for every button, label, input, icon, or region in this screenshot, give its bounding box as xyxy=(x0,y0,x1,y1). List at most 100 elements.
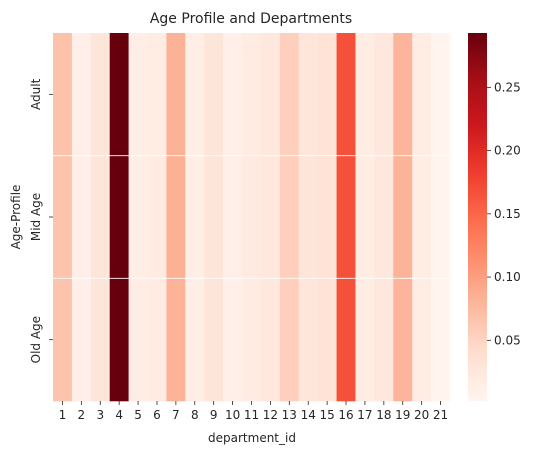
heatmap-cell xyxy=(109,278,129,402)
heatmap-cell xyxy=(431,278,451,402)
heatmap-cell xyxy=(53,155,73,279)
heatmap-cell xyxy=(53,278,73,402)
heatmap-cell xyxy=(53,33,73,156)
heatmap-cell xyxy=(355,33,375,156)
heatmap-cell xyxy=(147,155,167,279)
y-axis-ticks: Adult Mid Age Old Age xyxy=(29,78,53,363)
x-tick-label: 16 xyxy=(338,408,353,422)
x-tick-label: 7 xyxy=(172,408,180,422)
x-tick-label: 10 xyxy=(225,408,240,422)
heatmap-cell xyxy=(412,33,432,156)
x-tick-label: 5 xyxy=(134,408,142,422)
heatmap-cell xyxy=(90,33,111,156)
x-tick-label: 13 xyxy=(282,408,297,422)
heatmap-cell xyxy=(204,155,224,279)
heatmap-cell xyxy=(223,155,243,279)
heatmap-cell xyxy=(317,278,337,402)
chart-title: Age Profile and Departments xyxy=(150,11,352,27)
heatmap-cell xyxy=(147,33,167,156)
y-axis-label: Age-Profile xyxy=(9,185,23,250)
heatmap-cell xyxy=(355,278,375,402)
heatmap-cell xyxy=(166,155,186,279)
heatmap-cell xyxy=(185,278,205,402)
heatmap-cell xyxy=(204,33,224,156)
colorbar-tick-label: 0.25 xyxy=(494,80,521,94)
heatmap-cell xyxy=(242,33,262,156)
heatmap-cell xyxy=(185,33,205,156)
x-tick-label: 17 xyxy=(357,408,372,422)
x-tick-label: 11 xyxy=(244,408,259,422)
y-tick-label: Old Age xyxy=(29,316,43,363)
colorbar xyxy=(468,33,487,401)
y-tick-label: Mid Age xyxy=(29,193,43,241)
heatmap-cell xyxy=(128,33,148,156)
heatmap-cell xyxy=(355,155,375,279)
heatmap-cell xyxy=(279,155,300,279)
heatmap-cell xyxy=(374,33,394,156)
colorbar-tick-label: 0.05 xyxy=(494,333,521,347)
heatmap-cell xyxy=(374,278,394,402)
heatmap-cell xyxy=(90,278,111,402)
colorbar-tick-label: 0.20 xyxy=(494,144,521,158)
x-tick-label: 8 xyxy=(191,408,199,422)
heatmap-cell xyxy=(336,33,356,156)
heatmap-cell xyxy=(298,33,318,156)
heatmap-cell xyxy=(374,155,394,279)
colorbar-tick-label: 0.10 xyxy=(494,270,521,284)
heatmap-cell xyxy=(223,278,243,402)
heatmap-cell xyxy=(393,278,413,402)
x-tick-label: 21 xyxy=(433,408,448,422)
x-axis-ticks: 1 2 3 4 5 6 7 8 9 10 11 12 13 14 15 16 17 18 19 20 21 xyxy=(59,401,448,422)
heatmap-cell xyxy=(109,33,129,156)
x-tick-label: 2 xyxy=(78,408,86,422)
heatmap-cell xyxy=(393,155,413,279)
colorbar-tick-label: 0.15 xyxy=(494,207,521,221)
heatmap-cell xyxy=(242,155,262,279)
heatmap-cell xyxy=(260,278,281,402)
x-tick-label: 15 xyxy=(319,408,334,422)
x-tick-label: 18 xyxy=(376,408,391,422)
heatmap-cell xyxy=(317,155,337,279)
y-tick-label: Adult xyxy=(29,78,43,110)
heatmap-cell xyxy=(204,278,224,402)
heatmap-cell xyxy=(71,278,92,402)
x-tick-label: 14 xyxy=(301,408,316,422)
heatmap-cell xyxy=(336,278,356,402)
heatmap-cell xyxy=(260,33,281,156)
heatmap-cell xyxy=(279,278,300,402)
heatmap-cell xyxy=(242,278,262,402)
heatmap-cell xyxy=(412,278,432,402)
heatmap-cells xyxy=(53,33,451,402)
heatmap-cell xyxy=(185,155,205,279)
heatmap-cell xyxy=(128,278,148,402)
heatmap-cell xyxy=(147,278,167,402)
heatmap-cell xyxy=(336,155,356,279)
heatmap-cell xyxy=(431,33,451,156)
heatmap-cell xyxy=(128,155,148,279)
colorbar-ticks: 0.05 0.10 0.15 0.20 0.25 xyxy=(487,80,521,347)
x-tick-label: 12 xyxy=(263,408,278,422)
heatmap-cell xyxy=(71,33,92,156)
x-axis-label: department_id xyxy=(208,431,296,445)
x-tick-label: 9 xyxy=(210,408,218,422)
heatmap-cell xyxy=(393,33,413,156)
heatmap-cell xyxy=(298,278,318,402)
heatmap-cell xyxy=(279,33,300,156)
heatmap-cell xyxy=(317,33,337,156)
heatmap-cell xyxy=(166,278,186,402)
heatmap-cell xyxy=(298,155,318,279)
x-tick-label: 20 xyxy=(414,408,429,422)
x-tick-label: 3 xyxy=(96,408,104,422)
heatmap-cell xyxy=(90,155,111,279)
heatmap-cell xyxy=(109,155,129,279)
x-tick-label: 6 xyxy=(153,408,161,422)
heatmap-cell xyxy=(223,33,243,156)
x-tick-label: 19 xyxy=(395,408,410,422)
heatmap-cell xyxy=(71,155,92,279)
x-tick-label: 4 xyxy=(115,408,123,422)
x-tick-label: 1 xyxy=(59,408,67,422)
heatmap-cell xyxy=(431,155,451,279)
heatmap-cell xyxy=(412,155,432,279)
heatmap-cell xyxy=(260,155,281,279)
